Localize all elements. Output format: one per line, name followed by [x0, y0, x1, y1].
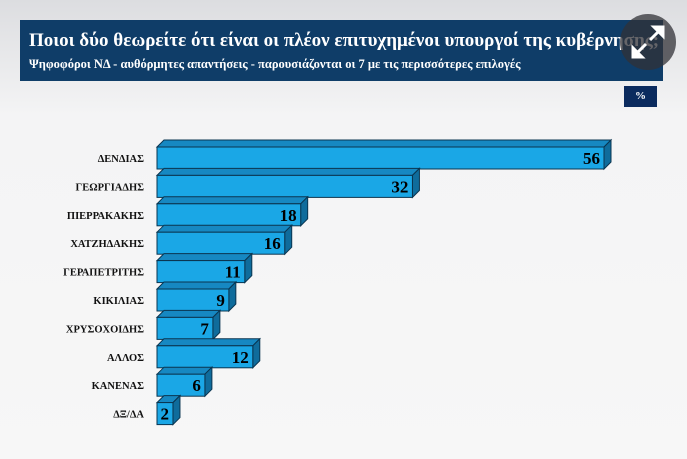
data-label: 9 — [216, 291, 225, 310]
data-label: 7 — [200, 319, 209, 338]
bar-top — [155, 196, 309, 205]
header-banner: Ποιοι δύο θεωρείτε ότι είναι οι πλέον επ… — [20, 20, 663, 81]
expand-icon — [631, 25, 665, 59]
data-label: 18 — [280, 206, 297, 225]
bar-front — [156, 174, 413, 198]
data-label: 56 — [583, 149, 600, 168]
bar-0 — [155, 138, 613, 171]
bar-5 — [155, 280, 238, 313]
category-label: ΔΞ/ΔΑ — [113, 410, 144, 421]
category-label: ΑΛΛΟΣ — [107, 353, 144, 364]
bar-front — [156, 373, 206, 397]
bar-6 — [155, 309, 222, 341]
bar-top — [155, 167, 421, 176]
bar-1 — [155, 167, 421, 199]
bar-top — [155, 139, 613, 148]
bar-3 — [155, 223, 293, 256]
bar-front — [156, 402, 174, 426]
bar-4 — [155, 252, 254, 284]
bar-9 — [155, 394, 182, 426]
bar-top — [155, 366, 214, 375]
bar-7 — [155, 337, 261, 370]
category-label: ΔΕΝΔΙΑΣ — [98, 154, 144, 165]
expand-button[interactable] — [620, 14, 676, 70]
bar-top — [155, 281, 238, 290]
category-label: ΧΡΥΣΟΧΟΙΔΗΣ — [66, 324, 144, 335]
bar-2 — [155, 195, 309, 228]
data-label: 6 — [192, 376, 201, 395]
category-label: ΧΑΤΖΗΔΑΚΗΣ — [70, 239, 144, 250]
bar-top — [155, 224, 293, 233]
category-label: ΚΑΝΕΝΑΣ — [92, 381, 145, 392]
bar-front — [156, 146, 605, 170]
bar-top — [155, 309, 222, 318]
category-label: ΚΙΚΙΛΙΑΣ — [93, 296, 144, 307]
category-label: ΓΕΡΑΠΕΤΡΙΤΗΣ — [63, 268, 144, 279]
category-label: ΠΙΕΡΡΑΚΑΚΗΣ — [67, 211, 144, 222]
data-label: 32 — [391, 177, 408, 196]
bar-top — [155, 253, 254, 262]
unit-badge: % — [624, 86, 657, 107]
chart-subtitle: Ψηφοφόροι ΝΔ - αυθόρμητες απαντήσεις - π… — [29, 57, 521, 71]
data-label: 11 — [225, 263, 241, 282]
chart-title: Ποιοι δύο θεωρείτε ότι είναι οι πλέον επ… — [29, 30, 660, 51]
bar-top — [155, 338, 261, 347]
bar-8 — [155, 365, 214, 398]
data-label: 2 — [160, 405, 169, 424]
data-label: 12 — [232, 348, 249, 367]
category-label: ΓΕΩΡΓΙΑΔΗΣ — [76, 182, 145, 193]
data-label: 16 — [264, 234, 281, 253]
